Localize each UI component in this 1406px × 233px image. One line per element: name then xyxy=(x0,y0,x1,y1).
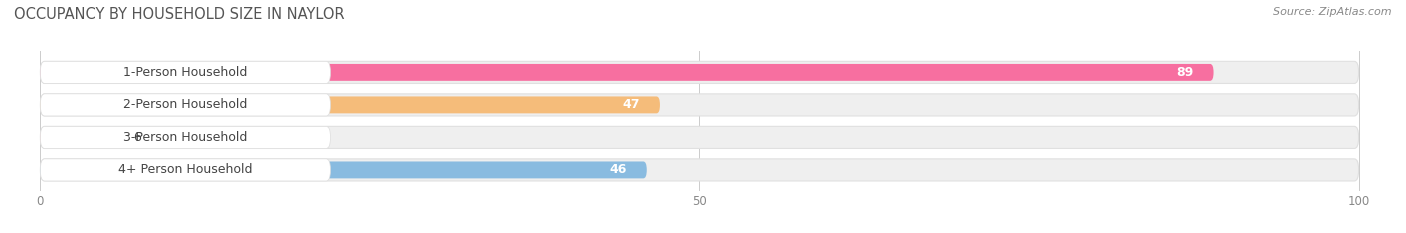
FancyBboxPatch shape xyxy=(41,61,1358,83)
FancyBboxPatch shape xyxy=(41,126,1358,148)
FancyBboxPatch shape xyxy=(41,94,1358,116)
FancyBboxPatch shape xyxy=(41,159,330,181)
FancyBboxPatch shape xyxy=(41,159,1358,181)
Text: 3-Person Household: 3-Person Household xyxy=(124,131,247,144)
FancyBboxPatch shape xyxy=(41,129,120,146)
Text: 47: 47 xyxy=(623,98,640,111)
Text: OCCUPANCY BY HOUSEHOLD SIZE IN NAYLOR: OCCUPANCY BY HOUSEHOLD SIZE IN NAYLOR xyxy=(14,7,344,22)
Text: 46: 46 xyxy=(610,163,627,176)
FancyBboxPatch shape xyxy=(41,161,647,178)
FancyBboxPatch shape xyxy=(41,64,1213,81)
FancyBboxPatch shape xyxy=(41,94,330,116)
Text: 2-Person Household: 2-Person Household xyxy=(124,98,247,111)
Text: Source: ZipAtlas.com: Source: ZipAtlas.com xyxy=(1274,7,1392,17)
Text: 1-Person Household: 1-Person Household xyxy=(124,66,247,79)
Text: 89: 89 xyxy=(1177,66,1194,79)
FancyBboxPatch shape xyxy=(41,61,330,83)
Text: 6: 6 xyxy=(132,131,141,144)
FancyBboxPatch shape xyxy=(41,126,330,148)
FancyBboxPatch shape xyxy=(41,96,659,113)
Text: 4+ Person Household: 4+ Person Household xyxy=(118,163,253,176)
